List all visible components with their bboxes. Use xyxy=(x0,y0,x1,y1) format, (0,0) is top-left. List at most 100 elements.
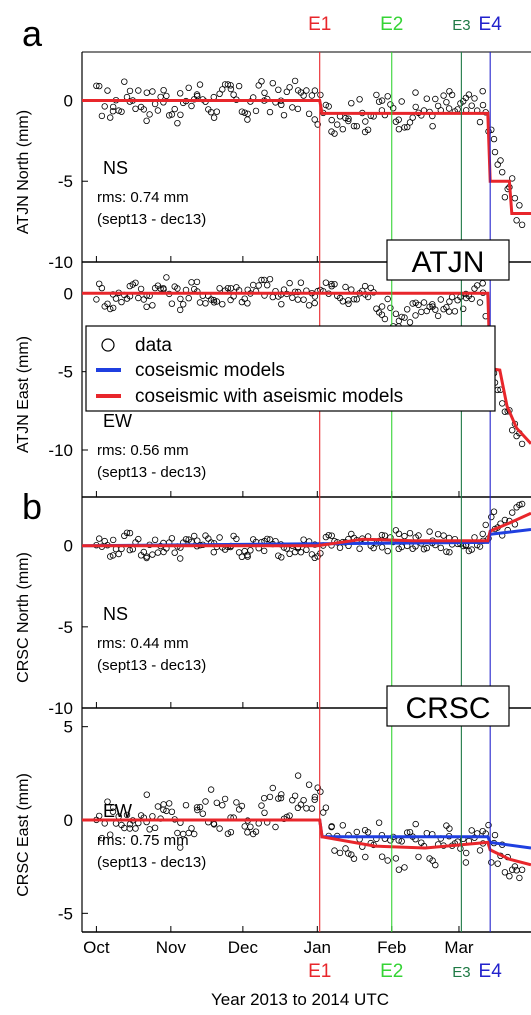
data-point xyxy=(255,82,262,89)
y-tick-label: -10 xyxy=(48,441,73,460)
data-point xyxy=(339,822,346,829)
aseismic-model-line xyxy=(82,511,531,548)
data-point xyxy=(179,301,187,308)
data-point xyxy=(135,87,142,94)
data-point xyxy=(334,121,341,128)
x-tick-label: Oct xyxy=(83,938,110,957)
data-point xyxy=(261,809,268,816)
data-point xyxy=(468,546,475,553)
data-point xyxy=(123,811,131,819)
data-point xyxy=(176,90,184,97)
data-point xyxy=(322,279,330,286)
data-point xyxy=(101,537,108,545)
data-point xyxy=(294,772,302,779)
data-point xyxy=(325,532,332,539)
data-point xyxy=(157,285,164,292)
data-point xyxy=(126,87,134,95)
data-point xyxy=(406,530,414,537)
data-point xyxy=(303,546,310,553)
data-point xyxy=(336,849,344,857)
data-point xyxy=(210,296,217,304)
data-point xyxy=(115,550,122,558)
y-tick-label: -10 xyxy=(48,253,73,272)
data-point xyxy=(474,282,481,289)
data-point xyxy=(384,295,391,303)
event-label-top-e2: E2 xyxy=(380,14,403,35)
data-point xyxy=(471,95,478,102)
y-tick-label: 5 xyxy=(64,718,73,737)
data-point xyxy=(230,91,237,98)
data-point xyxy=(291,77,299,85)
data-point xyxy=(488,859,495,866)
data-point xyxy=(238,553,246,560)
data-point xyxy=(311,116,318,123)
data-point xyxy=(174,285,181,292)
data-point xyxy=(432,306,439,313)
data-point xyxy=(300,296,307,303)
data-point xyxy=(511,863,519,870)
data-point xyxy=(106,114,114,121)
data-point xyxy=(171,105,178,113)
data-point xyxy=(185,84,192,91)
data-point xyxy=(378,544,386,551)
data-point xyxy=(291,792,299,799)
data-point xyxy=(345,300,352,307)
data-point xyxy=(112,295,120,302)
data-point xyxy=(272,823,279,831)
data-point xyxy=(98,284,106,292)
data-point xyxy=(490,508,498,515)
data-point xyxy=(196,81,204,88)
data-point xyxy=(448,91,456,99)
data-point xyxy=(252,828,260,835)
data-point xyxy=(361,282,369,290)
data-point xyxy=(339,125,346,133)
data-point xyxy=(440,92,447,99)
rms-label: rms: 0.44 mm xyxy=(97,635,189,652)
data-point xyxy=(353,296,360,303)
data-point xyxy=(247,823,254,830)
data-point xyxy=(258,276,265,284)
data-point xyxy=(378,311,386,318)
data-point xyxy=(356,545,363,552)
data-point xyxy=(499,168,506,176)
data-point xyxy=(149,302,156,309)
data-point xyxy=(255,282,262,289)
data-point xyxy=(497,157,504,164)
data-point xyxy=(252,107,260,115)
data-point xyxy=(104,300,111,307)
data-point xyxy=(398,313,405,321)
data-point xyxy=(305,302,313,309)
data-point xyxy=(219,802,226,809)
data-point xyxy=(132,825,139,832)
data-point xyxy=(390,104,397,112)
data-point xyxy=(395,530,403,537)
data-point xyxy=(375,98,383,105)
data-point xyxy=(342,845,349,852)
data-point xyxy=(479,280,486,287)
y-tick-label: -5 xyxy=(58,618,73,637)
station-box xyxy=(386,239,510,281)
data-point xyxy=(140,106,147,113)
data-point xyxy=(311,796,318,803)
data-point xyxy=(177,295,184,303)
data-point xyxy=(401,124,408,131)
data-point xyxy=(196,803,204,811)
data-point xyxy=(353,828,360,836)
data-point xyxy=(322,804,330,811)
data-point xyxy=(280,111,288,119)
data-point xyxy=(115,107,122,114)
data-point xyxy=(516,501,523,509)
event-label-top-e3: E3 xyxy=(452,17,470,34)
aseismic-model-line xyxy=(82,818,531,867)
y-tick-label: 0 xyxy=(64,537,73,556)
data-point xyxy=(468,295,475,303)
data-point xyxy=(412,103,419,111)
data-point xyxy=(227,296,234,304)
data-point xyxy=(289,294,296,301)
data-point xyxy=(185,295,192,302)
data-point xyxy=(126,282,133,290)
data-point xyxy=(216,285,223,292)
data-point xyxy=(109,552,117,559)
data-point xyxy=(95,82,103,90)
